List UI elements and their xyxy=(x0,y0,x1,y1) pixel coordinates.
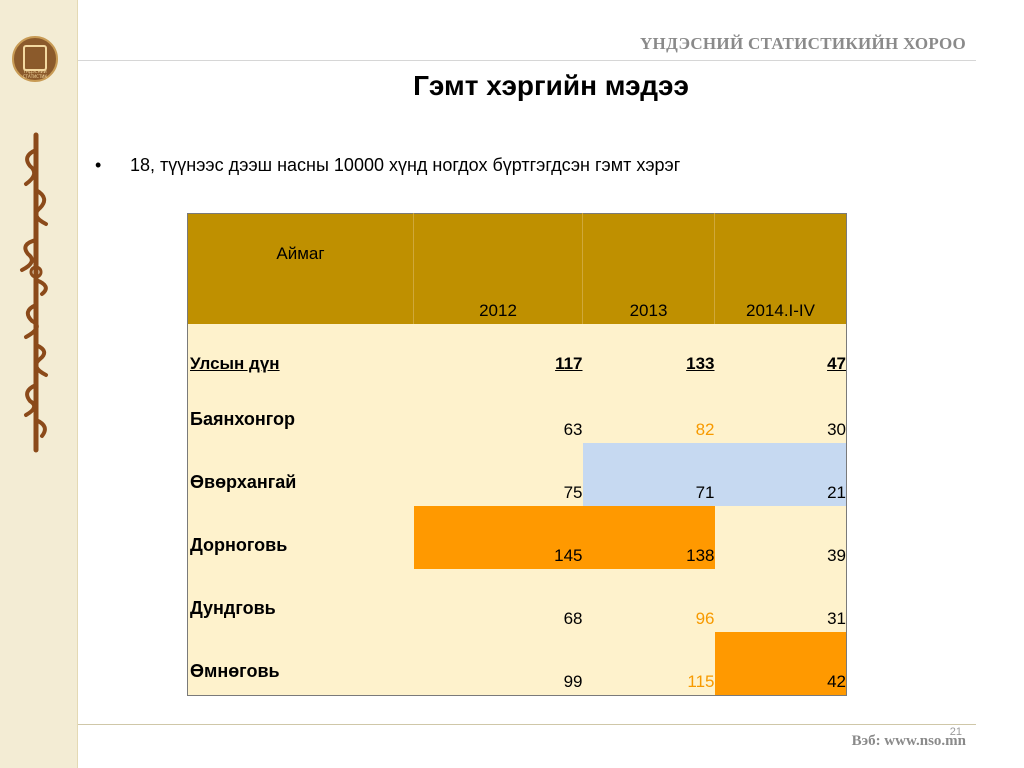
cell-2014: 31 xyxy=(714,569,847,632)
mongolian-script-decoration xyxy=(20,132,48,453)
row-name: Дундговь xyxy=(187,569,414,632)
slide-title: Гэмт хэргийн мэдээ xyxy=(413,70,689,101)
cell-2013: 138 xyxy=(582,506,715,569)
table-row: Дорноговь 145 138 39 xyxy=(187,506,847,569)
cell-2012: 68 xyxy=(413,569,583,632)
cell-2012: 117 xyxy=(413,324,583,380)
cell-2014: 30 xyxy=(714,380,847,443)
cell-2014: 39 xyxy=(714,506,847,569)
cell-2013: 71 xyxy=(582,443,715,506)
cell-2012: 99 xyxy=(413,632,583,696)
table-row: Өвөрхангай 75 71 21 xyxy=(187,443,847,506)
table-row-total: Улсын дүн 117 133 47 xyxy=(187,324,847,380)
header-aimag: Аймаг xyxy=(187,213,414,324)
page-number: 21 xyxy=(949,726,962,738)
footer-divider xyxy=(78,724,976,725)
emblem-shield-icon xyxy=(23,45,47,71)
table-row: Өмнөговь 99 115 42 xyxy=(187,632,847,696)
nso-emblem-logo: ҮНДЭСНИЙ СТАТИСТИК xyxy=(12,36,58,82)
header-year-2013: 2013 xyxy=(582,213,715,324)
cell-2012: 63 xyxy=(413,380,583,443)
left-decorative-panel: ҮНДЭСНИЙ СТАТИСТИК xyxy=(0,0,78,768)
header-year-2012: 2012 xyxy=(413,213,583,324)
cell-2014: 21 xyxy=(714,443,847,506)
row-name: Баянхонгор xyxy=(187,380,414,443)
bullet-text: 18, түүнээс дээш насны 10000 хүнд ногдох… xyxy=(130,155,681,175)
cell-2013: 96 xyxy=(582,569,715,632)
row-name: Өвөрхангай xyxy=(187,443,414,506)
cell-2012: 75 xyxy=(413,443,583,506)
cell-2013: 82 xyxy=(582,380,715,443)
header-year-2014: 2014.I-IV xyxy=(714,213,847,324)
website-link[interactable]: Вэб: www.nso.mn xyxy=(851,733,966,749)
row-name: Дорноговь xyxy=(187,506,414,569)
cell-2012: 145 xyxy=(413,506,583,569)
cell-2014: 47 xyxy=(714,324,847,380)
cell-2013: 133 xyxy=(582,324,715,380)
table-row: Баянхонгор 63 82 30 xyxy=(187,380,847,443)
logo-caption: ҮНДЭСНИЙ СТАТИСТИК xyxy=(22,69,48,79)
crime-statistics-table: Аймаг 2012 2013 2014.I-IV Улсын дүн 117 … xyxy=(187,213,847,696)
table-header-row: Аймаг 2012 2013 2014.I-IV xyxy=(187,213,847,324)
row-name: Улсын дүн xyxy=(187,324,414,380)
table-row: Дундговь 68 96 31 xyxy=(187,569,847,632)
row-name: Өмнөговь xyxy=(187,632,414,696)
organization-name: ҮНДЭСНИЙ СТАТИСТИКИЙН ХОРОО xyxy=(639,34,966,53)
cell-2014: 42 xyxy=(714,632,847,696)
bullet-marker: • xyxy=(95,155,102,175)
cell-2013: 115 xyxy=(582,632,715,696)
header-divider xyxy=(78,60,976,61)
